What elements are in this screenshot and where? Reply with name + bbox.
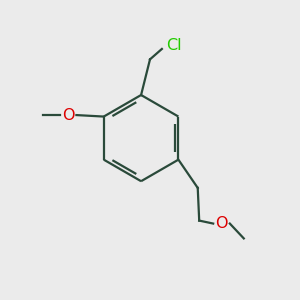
Text: Cl: Cl: [166, 38, 182, 53]
Text: O: O: [62, 108, 74, 123]
Text: O: O: [215, 216, 228, 231]
